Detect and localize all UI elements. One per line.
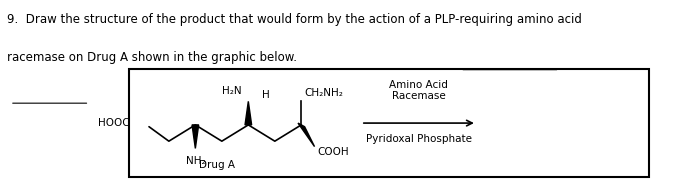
Polygon shape [245, 101, 251, 125]
Text: HOOC: HOOC [97, 118, 129, 128]
Polygon shape [298, 123, 314, 147]
Text: 9.  Draw the structure of the product that would form by the action of a PLP-req: 9. Draw the structure of the product tha… [6, 13, 582, 26]
Polygon shape [192, 125, 199, 148]
Text: Drug A: Drug A [199, 160, 234, 170]
Text: Amino Acid
Racemase: Amino Acid Racemase [389, 80, 448, 101]
Text: Pyridoxal Phosphate: Pyridoxal Phosphate [366, 134, 472, 144]
Text: NH₂: NH₂ [186, 156, 205, 166]
Text: CH₂NH₂: CH₂NH₂ [304, 88, 344, 98]
Text: racemase on Drug A shown in the graphic below.: racemase on Drug A shown in the graphic … [6, 51, 297, 64]
Text: H: H [262, 90, 270, 100]
Text: COOH: COOH [318, 147, 349, 157]
Text: H₂N: H₂N [222, 86, 242, 96]
FancyBboxPatch shape [129, 69, 649, 177]
